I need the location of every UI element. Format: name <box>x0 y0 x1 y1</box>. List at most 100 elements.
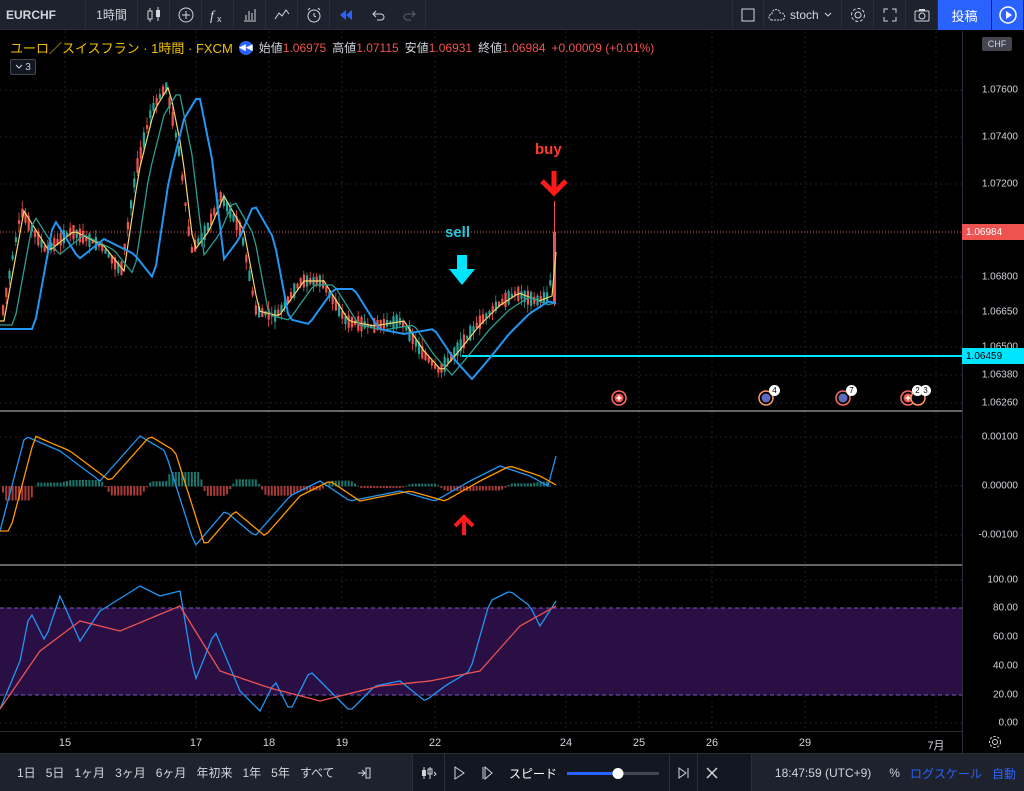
replay-icon[interactable] <box>330 0 362 30</box>
open-value: 1.06975 <box>282 40 327 55</box>
last-price-tag: 1.06984 <box>962 224 1024 240</box>
macd-histogram-bar <box>200 479 203 487</box>
candle-body <box>146 125 149 129</box>
time-axis[interactable]: 15 17 18 19 22 24 25 26 29 7月 <box>0 731 962 753</box>
line-price-tag: 1.06459 <box>962 348 1024 364</box>
macd-histogram-bar <box>82 480 84 487</box>
rewind-icon[interactable]: ◀◀ <box>238 40 253 55</box>
snapshot-icon[interactable] <box>906 0 938 30</box>
macd-histogram-bar <box>290 486 292 496</box>
interval-selector[interactable]: 1時間 <box>86 0 138 30</box>
close-icon[interactable] <box>697 754 725 791</box>
ma-fast-line <box>0 86 557 370</box>
macd-histogram-bar <box>117 486 120 496</box>
candle-body <box>446 358 449 364</box>
candle-body <box>539 295 542 303</box>
candle-body <box>274 309 277 322</box>
macd-histogram-bar <box>430 483 433 487</box>
time-tick: 24 <box>559 737 573 749</box>
candle-body <box>226 201 229 212</box>
redo-icon[interactable] <box>394 0 426 30</box>
replay-step-icon[interactable] <box>473 754 501 791</box>
macd-histogram-bar <box>491 486 494 491</box>
replay-play-icon[interactable] <box>445 754 473 791</box>
layout-name-dropdown[interactable]: stoch <box>764 0 842 30</box>
price-tick: 1.06800 <box>981 271 1018 283</box>
macd-histogram-bar <box>184 472 187 487</box>
candle-body <box>98 243 101 247</box>
settings-icon[interactable] <box>842 0 874 30</box>
macd-histogram-bar <box>34 485 36 487</box>
candle-body <box>27 215 30 231</box>
macd-histogram-bar <box>283 486 286 496</box>
macd-histogram-bar <box>14 486 17 501</box>
replay-jump-icon[interactable] <box>669 754 697 791</box>
indicator-count: 3 <box>25 61 31 73</box>
range-6m[interactable]: 6ヶ月 <box>155 766 187 780</box>
axis-settings-icon[interactable] <box>988 735 1002 752</box>
templates-icon[interactable] <box>234 0 266 30</box>
range-ytd[interactable]: 年初来 <box>196 766 233 780</box>
candle-body <box>66 232 69 236</box>
range-1y[interactable]: 1年 <box>242 766 262 780</box>
goto-date-icon[interactable] <box>350 754 378 791</box>
macd-histogram-bar <box>494 486 497 491</box>
chart-area[interactable]: ユーロ／スイスフラン · 1時間 · FXCM ◀◀ 始値 1.06975 高値 1… <box>0 31 1024 753</box>
indicators-toggle[interactable]: 3 <box>10 59 36 75</box>
layout-icon[interactable] <box>732 0 764 30</box>
replay-controls: スピード <box>412 754 752 791</box>
publish-button[interactable]: 投稿 <box>938 0 992 30</box>
macd-histogram-bar <box>178 472 180 487</box>
clock[interactable]: 18:47:59 (UTC+9) <box>774 766 872 780</box>
replay-select-icon[interactable] <box>413 754 445 791</box>
price-axis[interactable]: CHF 1.07600 1.07400 1.07200 1.06800 1.06… <box>962 31 1024 753</box>
log-scale-toggle[interactable]: ログスケール <box>909 766 982 781</box>
macd-histogram-bar <box>194 472 196 487</box>
speed-slider[interactable] <box>567 767 660 779</box>
speed-thumb[interactable] <box>612 767 624 779</box>
chart-canvas[interactable] <box>0 31 962 731</box>
range-3m[interactable]: 3ヶ月 <box>115 766 146 780</box>
candle-body <box>50 243 53 251</box>
candle-body <box>59 233 62 246</box>
range-1d[interactable]: 1日 <box>17 766 36 780</box>
auto-scale-toggle[interactable]: 自動 <box>991 766 1016 781</box>
macd-histogram-bar <box>472 486 475 491</box>
candle-body <box>510 293 513 298</box>
macd-histogram-bar <box>427 483 430 487</box>
range-5y[interactable]: 5年 <box>271 766 290 780</box>
range-1m[interactable]: 1ヶ月 <box>74 766 106 780</box>
macd-histogram-bar <box>235 479 238 487</box>
macd-histogram-bar <box>238 479 241 487</box>
range-all[interactable]: すべて <box>299 766 335 780</box>
macd-histogram-bar <box>251 479 254 487</box>
currency-badge: CHF <box>982 37 1012 51</box>
symbol-search[interactable]: EURCHF <box>0 0 86 30</box>
add-compare-icon[interactable] <box>170 0 202 30</box>
candle-body <box>139 146 142 159</box>
play-icon[interactable] <box>992 0 1024 30</box>
macd-histogram-bar <box>53 482 56 487</box>
candles-icon[interactable] <box>138 0 170 30</box>
event-count-badge: 7 <box>846 385 857 396</box>
cloud-icon <box>768 9 786 21</box>
macd-histogram-bar <box>331 480 334 487</box>
macd-histogram-bar <box>107 486 110 492</box>
macd-histogram-bar <box>254 479 257 487</box>
macd-histogram-bar <box>414 483 417 487</box>
alarm-clock-icon[interactable] <box>298 0 330 30</box>
candle-body <box>130 200 133 209</box>
event-marker[interactable] <box>835 390 851 409</box>
event-marker[interactable] <box>611 390 627 409</box>
percent-toggle[interactable]: % <box>889 766 900 780</box>
low-label: 安値 <box>404 41 429 55</box>
event-marker[interactable] <box>758 390 774 409</box>
alert-icon[interactable] <box>266 0 298 30</box>
fullscreen-icon[interactable] <box>874 0 906 30</box>
undo-icon[interactable] <box>362 0 394 30</box>
range-5d[interactable]: 5日 <box>45 766 65 780</box>
macd-histogram-bar <box>104 486 107 488</box>
macd-histogram-bar <box>43 482 46 487</box>
candle-body <box>165 82 168 92</box>
